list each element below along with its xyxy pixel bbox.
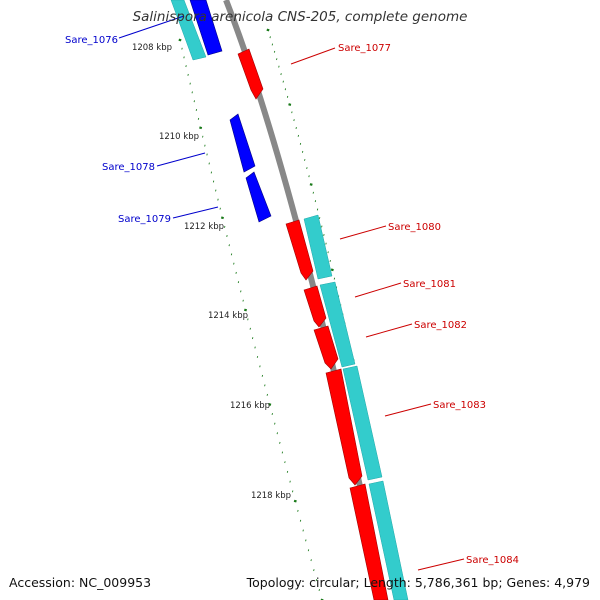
major-tick <box>293 499 297 503</box>
major-tick <box>178 38 182 42</box>
genome-stats-label: Topology: circular; Length: 5,786,361 bp… <box>246 575 590 590</box>
gene-label-sare-1076[interactable]: Sare_1076 <box>65 35 118 46</box>
major-tick <box>266 28 270 32</box>
major-tick <box>243 308 248 312</box>
connector-sare-1084 <box>417 558 465 571</box>
connector-sare-1083 <box>384 403 432 417</box>
scale-tick-ring-outer <box>178 38 324 600</box>
gene-sare-1076[interactable] <box>189 0 223 56</box>
gene-sare-1079[interactable] <box>245 171 272 223</box>
gene-sare-1081[interactable] <box>303 285 327 328</box>
major-tick <box>220 216 224 220</box>
cds-segment <box>368 480 409 600</box>
gene-label-sare-1077[interactable]: Sare_1077 <box>338 43 391 54</box>
connector-sare-1076 <box>118 15 185 39</box>
gene-sare-1080[interactable] <box>285 219 314 281</box>
gene-sare-1084[interactable] <box>349 483 389 600</box>
tick-label-1208: 1208 kbp <box>132 43 172 53</box>
connector-sare-1082 <box>365 323 413 338</box>
gene-labels: Sare_1076 Sare_1077 Sare_1078 Sare_1079 … <box>65 35 519 566</box>
connector-sare-1077 <box>290 47 336 65</box>
connector-sare-1080 <box>339 225 387 240</box>
gene-label-sare-1084[interactable]: Sare_1084 <box>466 555 519 566</box>
gene-sare-1083[interactable] <box>325 368 363 486</box>
forward-strand-genes <box>237 48 389 600</box>
cds-segment <box>303 214 333 280</box>
gene-label-sare-1082[interactable]: Sare_1082 <box>414 320 467 331</box>
gene-label-sare-1080[interactable]: Sare_1080 <box>388 222 441 233</box>
major-tick <box>199 126 203 130</box>
tick-label-1214: 1214 kbp <box>208 311 248 321</box>
scale-tick-labels: 1208 kbp 1210 kbp 1212 kbp 1214 kbp 1216… <box>132 43 291 501</box>
connector-sare-1081 <box>354 282 402 298</box>
gene-sare-1077[interactable] <box>237 48 264 100</box>
tick-label-1210: 1210 kbp <box>159 132 199 142</box>
accession-label: Accession: NC_009953 <box>9 575 152 590</box>
reverse-strand-genes <box>189 0 272 223</box>
map-title: Salinispora arenicola CNS-205, complete … <box>132 9 468 25</box>
gene-sare-1082[interactable] <box>313 325 339 370</box>
connector-sare-1078 <box>156 152 206 167</box>
tick-label-1212: 1212 kbp <box>184 222 224 232</box>
cds-segment <box>170 0 207 61</box>
gene-label-sare-1078[interactable]: Sare_1078 <box>102 162 155 173</box>
gene-sare-1078[interactable] <box>229 113 256 173</box>
tick-label-1218: 1218 kbp <box>251 491 291 501</box>
major-tick <box>309 183 313 186</box>
connector-sare-1079 <box>172 206 219 219</box>
gene-label-sare-1083[interactable]: Sare_1083 <box>433 400 486 411</box>
major-tick <box>330 268 334 272</box>
major-tick <box>268 403 272 406</box>
gene-label-connectors <box>118 15 465 571</box>
cds-segment <box>342 365 383 481</box>
gene-label-sare-1079[interactable]: Sare_1079 <box>118 214 171 225</box>
cds-track <box>170 0 409 600</box>
gene-label-sare-1081[interactable]: Sare_1081 <box>403 279 456 290</box>
cds-segment <box>319 281 356 368</box>
tick-label-1216: 1216 kbp <box>230 401 270 411</box>
major-tick <box>288 103 292 106</box>
